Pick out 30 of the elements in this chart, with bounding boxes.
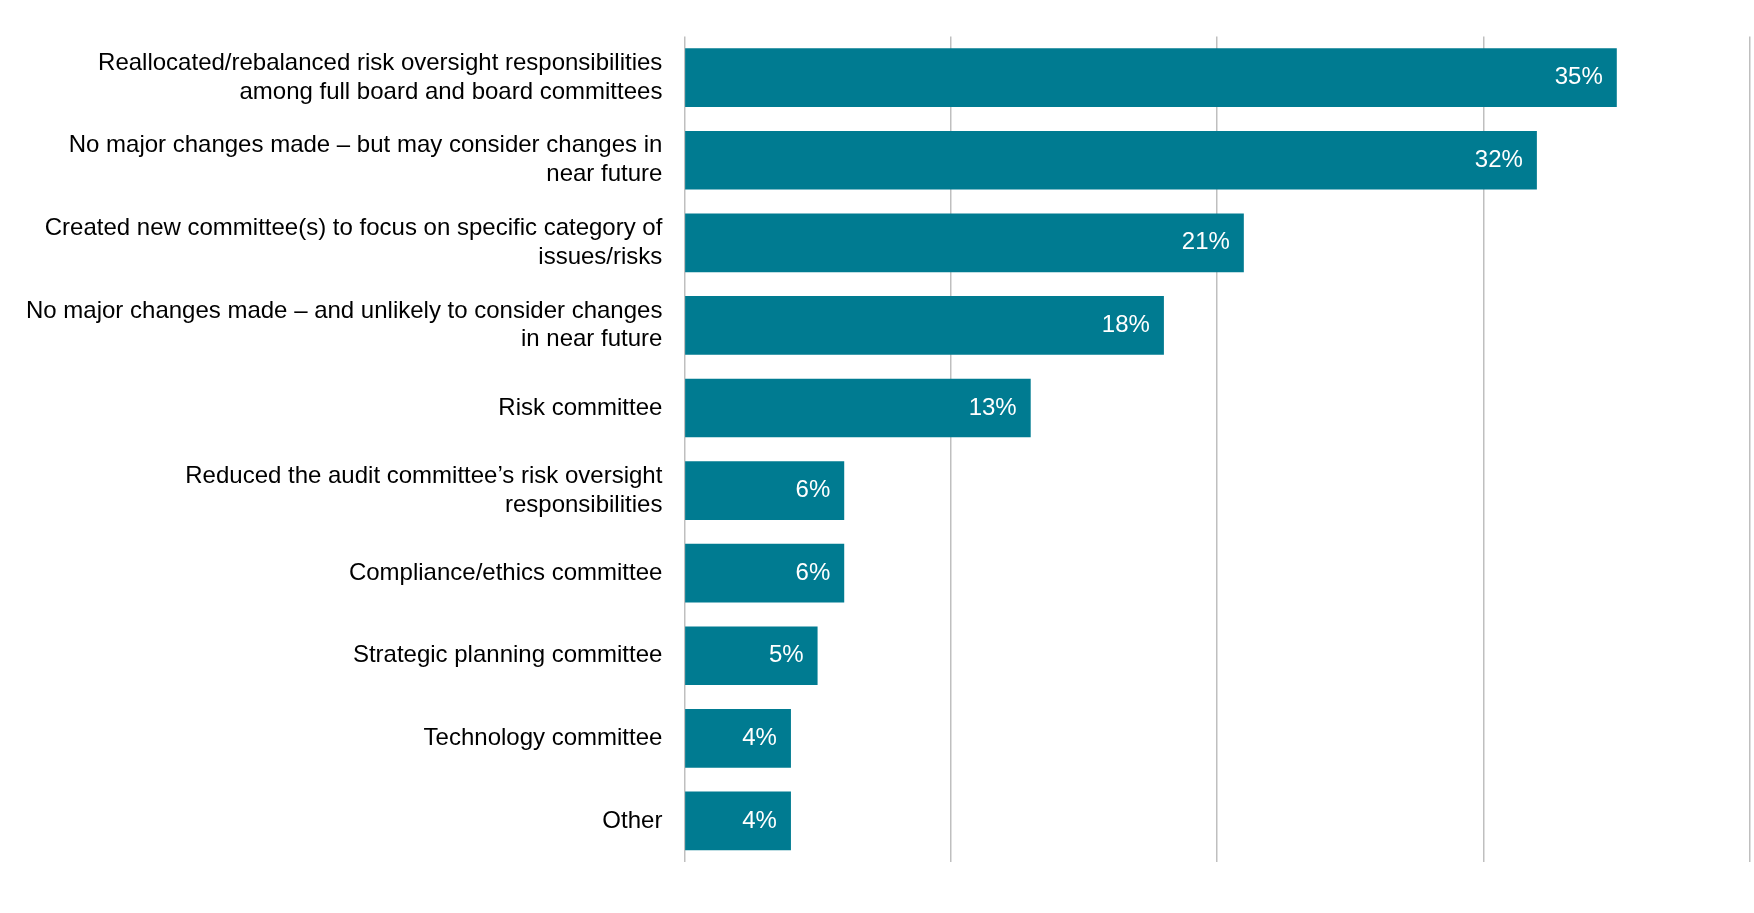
bar <box>685 130 1537 190</box>
bar <box>685 709 791 768</box>
y-tick-label: Technology committee <box>423 722 663 750</box>
data-label: 6% <box>795 475 831 503</box>
data-label: 21% <box>1181 227 1230 255</box>
y-tick-label: Other <box>602 805 663 833</box>
data-label: 4% <box>742 805 777 833</box>
data-label: 6% <box>795 557 831 585</box>
bar <box>685 461 845 520</box>
bar <box>685 213 1244 273</box>
y-tick-label: Strategic planning committee <box>352 640 663 668</box>
y-tick-label: No major changes made – but may consider changes in near future <box>68 130 663 187</box>
data-label: 4% <box>742 722 777 750</box>
bar <box>685 791 791 851</box>
y-tick-label: Compliance/ethics committee <box>348 557 663 585</box>
y-tick-label: Risk committee <box>498 392 663 420</box>
data-label: 35% <box>1554 62 1603 90</box>
y-tick-label: No major changes made – and unlikely to consider changes in near future <box>26 295 663 352</box>
data-label: 13% <box>968 392 1017 420</box>
bar <box>685 543 845 603</box>
data-label: 5% <box>768 640 804 668</box>
data-label: 32% <box>1474 144 1523 172</box>
bar <box>685 626 818 686</box>
data-label: 18% <box>1101 310 1150 338</box>
y-tick-label: Reduced the audit committee’s risk oversight responsibilities <box>185 460 663 517</box>
bar <box>685 48 1617 108</box>
y-tick-label: Created new committee(s) to focus on specific category of issues/risks <box>44 213 663 269</box>
bar <box>685 378 1031 438</box>
bar <box>685 296 1164 355</box>
y-tick-label: Reallocated/rebalanced risk oversight responsibilities among full board and board committees <box>98 47 663 104</box>
